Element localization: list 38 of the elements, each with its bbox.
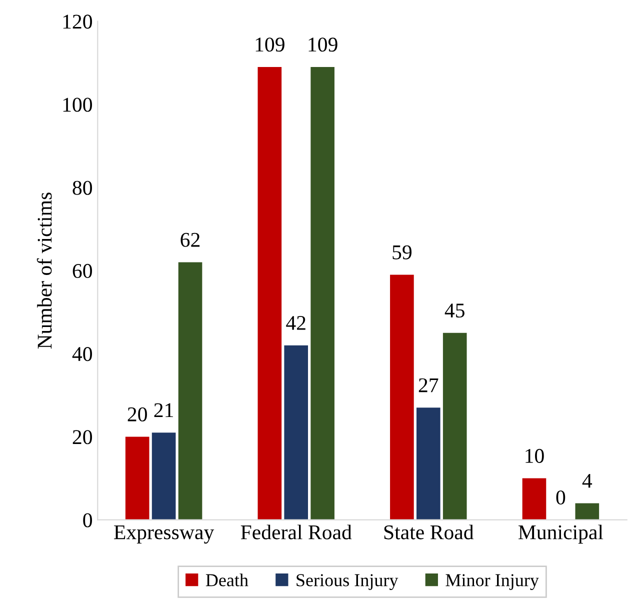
x-tick-label: State Road [384,524,474,540]
data-label: 0 [556,490,566,504]
data-label: 45 [444,304,464,318]
data-label: 109 [256,38,284,52]
bar [575,503,600,520]
bar [442,332,467,520]
bar [152,432,176,520]
y-axis-title: Number of victims [36,192,52,349]
data-label: 20 [128,407,147,422]
y-tick-label: 40 [72,347,92,362]
x-tick-label: Expressway [114,525,214,544]
data-label: 62 [180,232,200,247]
bar [310,66,334,520]
y-tick-label: 80 [72,180,92,195]
x-tick-label: Federal Road [240,524,352,540]
legend-label: Death [206,574,248,586]
data-label: 27 [418,378,438,392]
bar [178,262,202,520]
y-tick-label: 0 [83,513,92,528]
y-tick-label: 100 [63,98,92,112]
bar [284,345,308,520]
data-label: 42 [286,316,306,330]
y-tick-label: 120 [63,14,92,29]
data-label: 59 [392,245,412,260]
data-label: 10 [526,448,544,463]
data-label: 109 [308,38,338,52]
y-tick-label: 60 [72,264,92,278]
bar [522,478,546,520]
legend-label: Serious Injury [296,574,398,590]
bar [390,274,414,520]
data-label: 21 [154,403,173,418]
legend-label: Minor Injury [446,574,539,590]
data-label: 4 [582,474,592,488]
x-tick-label: Municipal [518,524,604,544]
bar [416,408,440,520]
bar [258,66,282,520]
y-tick-label: 20 [72,430,92,444]
bar [125,436,150,520]
